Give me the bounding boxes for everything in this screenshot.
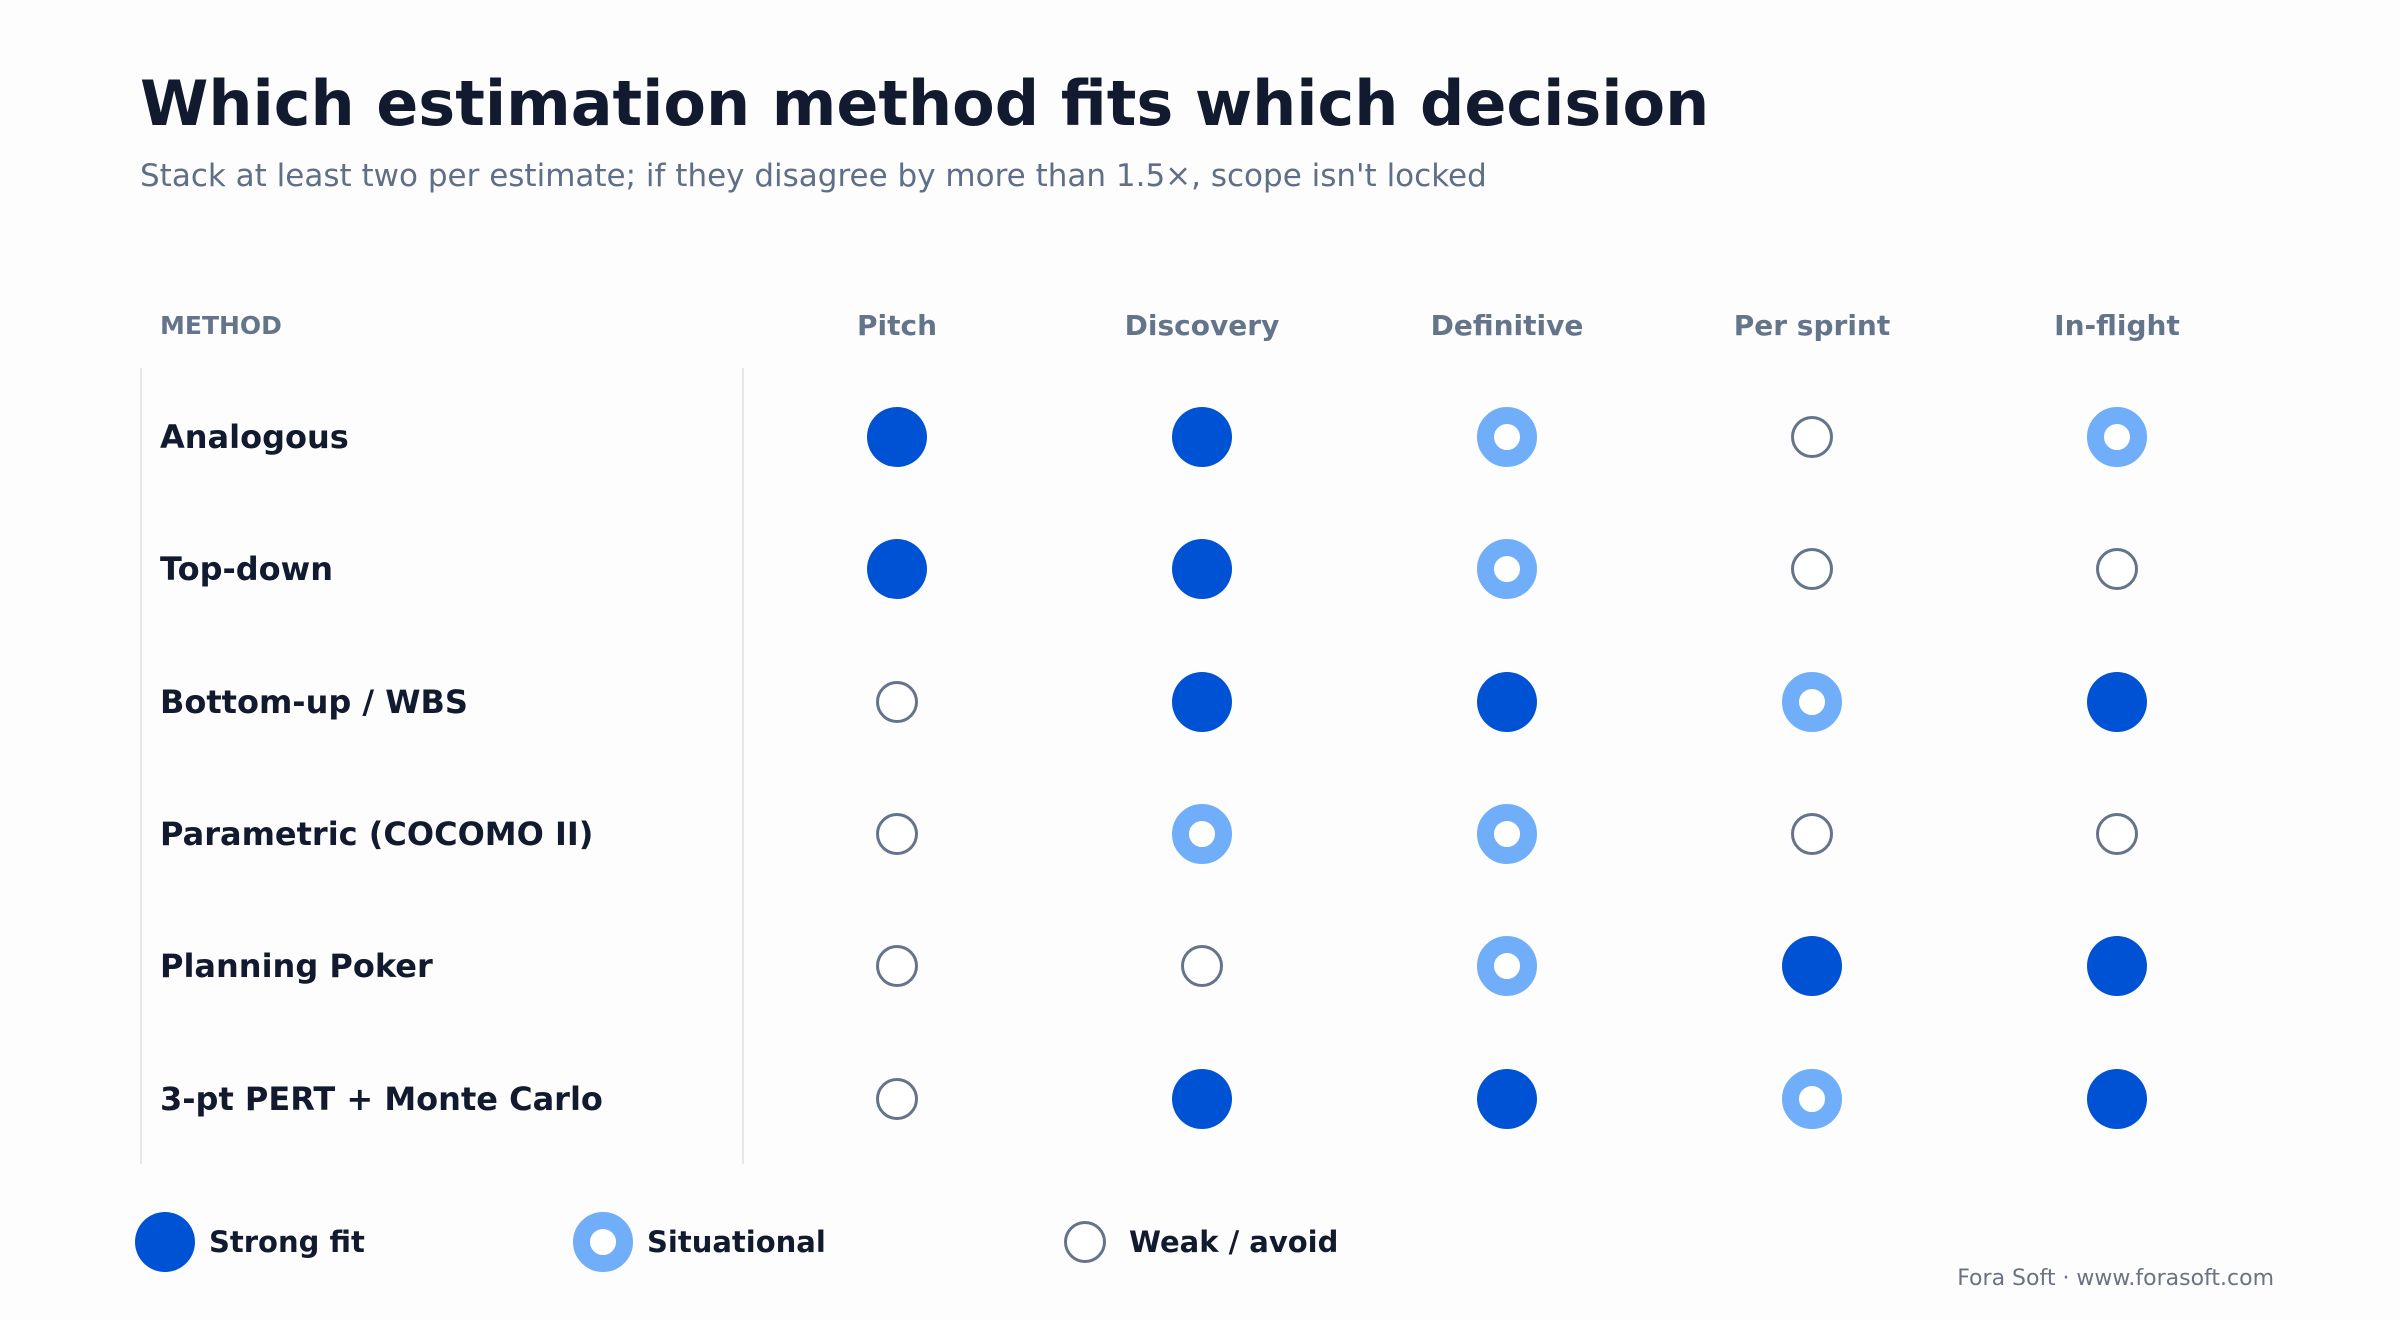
page-subtitle: Stack at least two per estimate; if they…	[140, 158, 1487, 194]
method-row-label: 3-pt PERT + Monte Carlo	[160, 1079, 603, 1118]
strong-fit-marker	[135, 1212, 195, 1272]
weak-fit-marker	[1181, 945, 1223, 988]
strong-fit-marker	[2087, 936, 2147, 997]
weak-fit-marker	[1791, 812, 1833, 855]
method-row-label: Parametric (COCOMO II)	[160, 814, 594, 853]
situational-fit-marker	[1172, 803, 1232, 864]
strong-fit-marker	[1172, 539, 1232, 600]
column-header-discovery: Discovery	[1124, 309, 1280, 342]
weak-fit-marker	[2096, 548, 2138, 591]
method-column-header: METHOD	[160, 311, 282, 340]
weak-fit-marker	[1791, 548, 1833, 591]
matrix-label-divider	[742, 368, 744, 1164]
method-row-label: Planning Poker	[160, 947, 433, 986]
legend-label: Strong fit	[209, 1225, 365, 1259]
strong-fit-marker	[1477, 1068, 1537, 1129]
matrix-left-divider	[140, 368, 142, 1164]
situational-fit-marker	[573, 1212, 633, 1272]
footer-credit: Fora Soft · www.forasoft.com	[1957, 1266, 2274, 1291]
weak-fit-marker	[876, 680, 918, 723]
column-header-in-flight: In-flight	[2054, 309, 2180, 342]
situational-fit-marker	[2087, 407, 2147, 467]
method-row-label: Analogous	[160, 418, 349, 456]
weak-fit-marker	[876, 945, 918, 988]
situational-fit-marker	[1477, 803, 1537, 864]
legend-label: Situational	[647, 1225, 826, 1259]
situational-fit-marker	[1782, 1068, 1842, 1129]
method-row-label: Bottom-up / WBS	[160, 682, 468, 721]
strong-fit-marker	[1172, 671, 1232, 732]
situational-fit-marker	[1477, 407, 1537, 467]
strong-fit-marker	[867, 407, 927, 467]
situational-fit-marker	[1782, 671, 1842, 732]
page-title: Which estimation method fits which decis…	[140, 67, 1710, 140]
weak-fit-marker	[2096, 812, 2138, 855]
situational-fit-marker	[1477, 936, 1537, 997]
strong-fit-marker	[867, 539, 927, 600]
strong-fit-marker	[1782, 936, 1842, 997]
method-row-label: Top-down	[160, 550, 333, 589]
weak-fit-marker	[876, 1077, 918, 1120]
column-header-definitive: Definitive	[1430, 309, 1584, 342]
column-header-pitch: Pitch	[856, 309, 938, 342]
legend-label: Weak / avoid	[1129, 1225, 1339, 1259]
weak-fit-marker	[876, 812, 918, 855]
column-header-per-sprint: Per sprint	[1733, 309, 1891, 342]
strong-fit-marker	[2087, 1068, 2147, 1129]
situational-fit-marker	[1477, 539, 1537, 600]
strong-fit-marker	[1477, 671, 1537, 732]
strong-fit-marker	[2087, 671, 2147, 732]
weak-fit-marker	[1791, 416, 1833, 458]
strong-fit-marker	[1172, 1068, 1232, 1129]
weak-fit-marker	[1064, 1221, 1106, 1263]
strong-fit-marker	[1172, 407, 1232, 467]
